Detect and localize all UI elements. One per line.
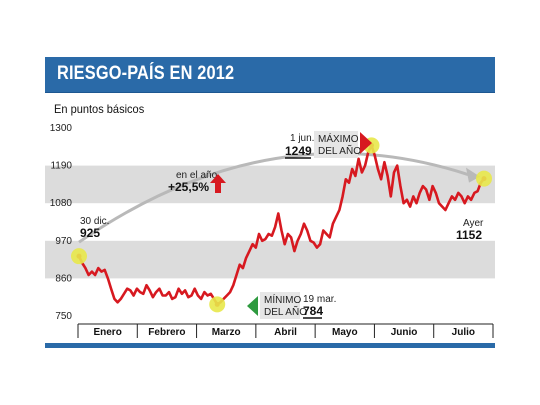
annotation-change: en el año +25,5%: [168, 170, 226, 194]
min-date-label: 19 mar.: [303, 294, 336, 305]
min-label-line1: MÍNIMO: [264, 293, 301, 306]
end-point-highlight: [476, 170, 492, 187]
annotation-end: Ayer 1152: [456, 218, 484, 242]
start-value-label: 925: [80, 226, 100, 240]
min-label-line2: DEL AÑO: [264, 305, 307, 318]
y-tick-label: 970: [55, 236, 72, 247]
y-tick-label: 1080: [50, 198, 73, 209]
grid-band: [45, 240, 495, 279]
min-value-label: 784: [303, 304, 323, 318]
end-value-label: 1152: [456, 228, 482, 242]
min-label-box: [260, 292, 300, 319]
min-point-highlight: [209, 296, 226, 313]
month-label: Mayo: [332, 327, 358, 338]
y-tick-label: 1190: [50, 161, 72, 172]
trend-arrow-path: [78, 151, 469, 244]
chart-title: RIESGO-PAÍS EN 2012: [57, 63, 235, 84]
month-axis: Enero Febrero Marzo Abril Mayo Junio Julio: [77, 323, 494, 338]
max-value-label: 1249: [285, 144, 312, 158]
y-axis-ticks: 1300 1190 1080 970 860 750: [50, 123, 73, 322]
y-tick-label: 860: [55, 273, 72, 284]
min-marker-arrow-icon: [247, 296, 258, 316]
chart-subtitle: En puntos básicos: [54, 102, 145, 116]
max-label-line2: DEL AÑO: [318, 144, 361, 157]
chart-header: RIESGO-PAÍS EN 2012: [45, 57, 495, 93]
y-tick-label: 750: [55, 311, 72, 322]
trend-arrow-group: [78, 151, 480, 244]
y-tick-label: 1300: [50, 123, 73, 134]
max-label-box: [314, 131, 358, 158]
footer-bar: [45, 343, 495, 348]
end-date-label: Ayer: [463, 218, 484, 229]
trend-arrow-head-icon: [466, 167, 480, 183]
up-arrow-icon: [210, 174, 226, 193]
max-marker-arrow-icon: [360, 132, 372, 154]
month-label: Marzo: [212, 327, 241, 338]
background-bands: [45, 165, 495, 279]
month-label: Junio: [391, 327, 418, 338]
month-label: Enero: [93, 327, 121, 338]
annotation-start: 30 dic. 925: [80, 216, 109, 240]
annotation-min: MÍNIMO DEL AÑO 19 mar. 784: [247, 292, 336, 319]
start-date-label: 30 dic.: [80, 216, 109, 227]
max-label-line1: MÁXIMO: [318, 132, 359, 145]
grid-band: [45, 165, 495, 204]
series-line: [77, 144, 486, 306]
highlight-markers: [71, 137, 492, 313]
change-label: en el año: [176, 170, 218, 181]
month-label: Febrero: [148, 327, 185, 338]
max-date-label: 1 jun.: [290, 133, 314, 144]
month-label: Julio: [452, 327, 475, 338]
start-point-highlight: [71, 248, 87, 265]
month-label: Abril: [274, 327, 297, 338]
annotation-max: 1 jun. 1249 MÁXIMO DEL AÑO: [285, 131, 372, 159]
change-value: +25,5%: [168, 180, 209, 194]
